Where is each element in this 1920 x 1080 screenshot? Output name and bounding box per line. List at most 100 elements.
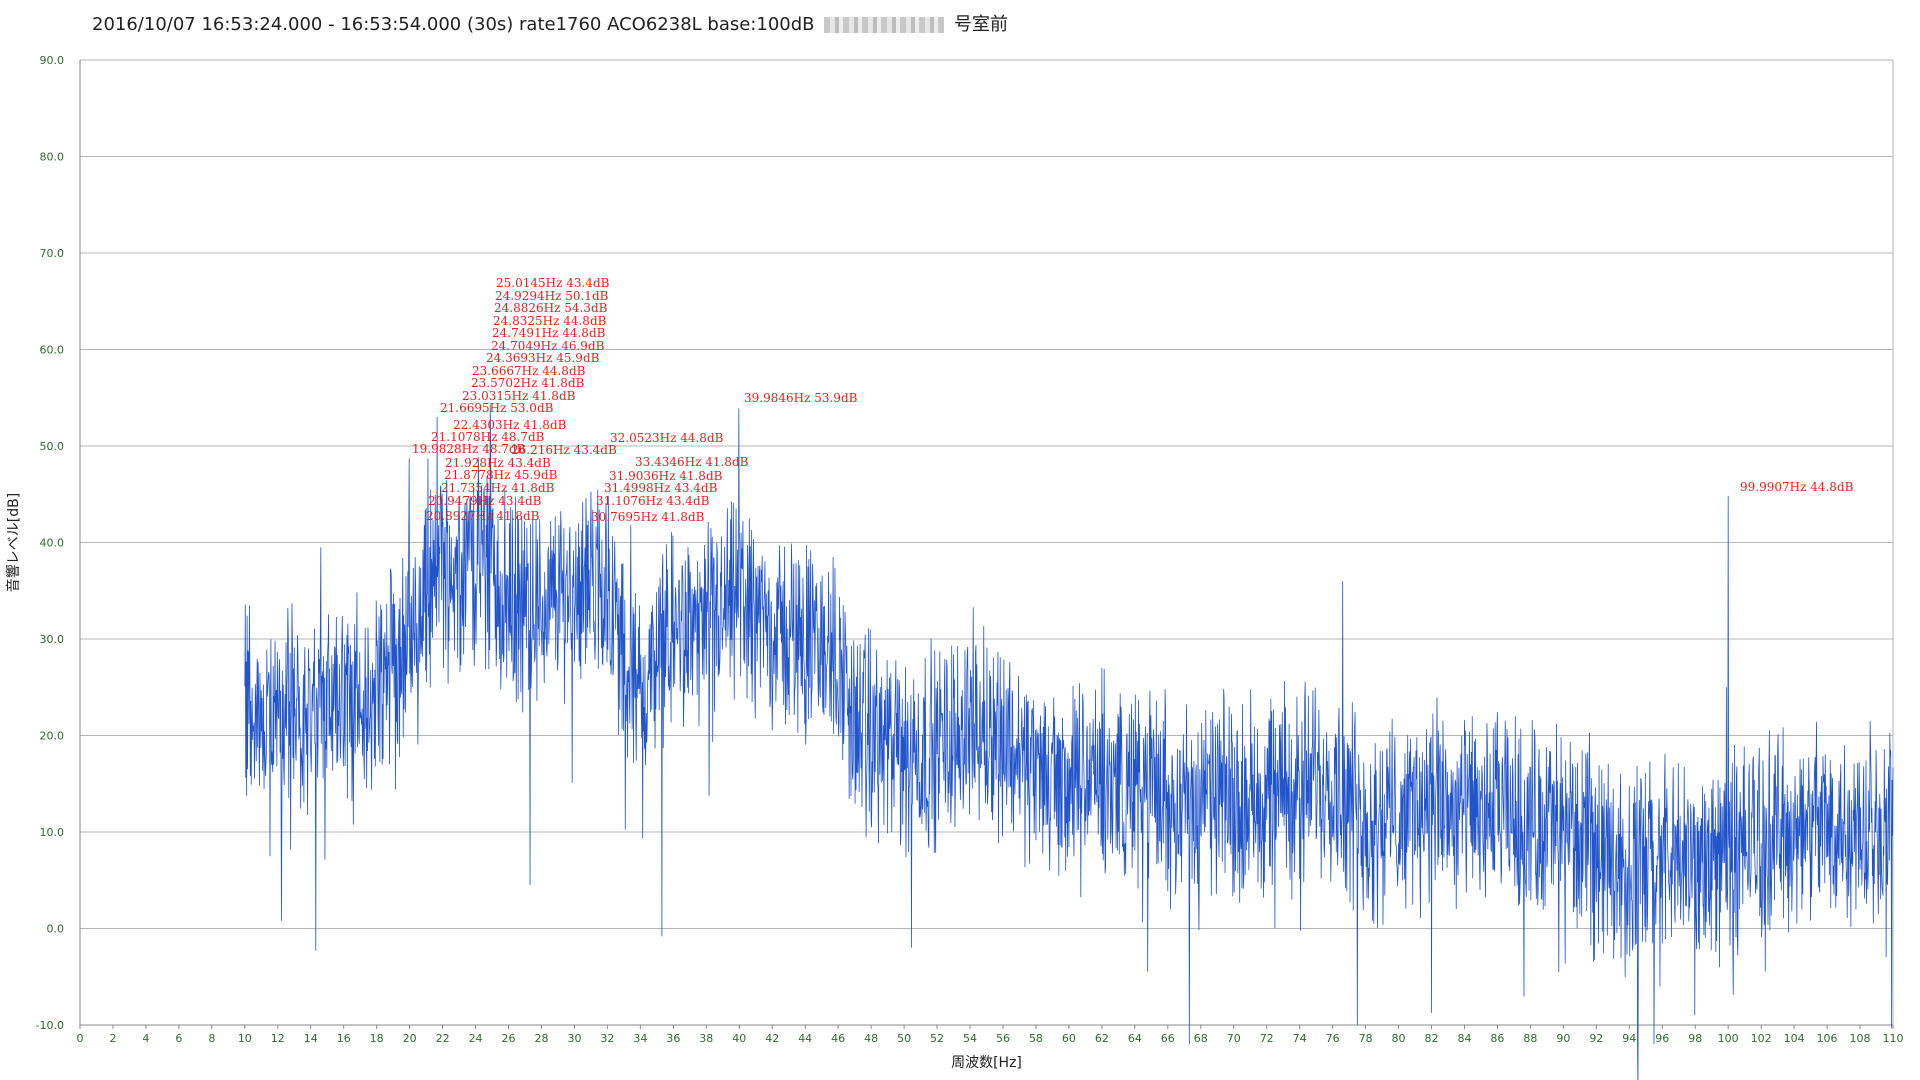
x-tick-label: 106 xyxy=(1817,1032,1838,1045)
x-tick-label: 40 xyxy=(732,1032,746,1045)
y-tick-label: 80.0 xyxy=(40,151,65,164)
peak-annotation: 20.9479Hz 43.4dB xyxy=(428,494,542,508)
peak-annotation: 23.0315Hz 41.8dB xyxy=(462,389,576,403)
peak-annotation: 24.7049Hz 46.9dB xyxy=(491,339,605,353)
x-tick-label: 66 xyxy=(1161,1032,1175,1045)
x-tick-label: 108 xyxy=(1850,1032,1871,1045)
chart-title-suffix: 号室前 xyxy=(953,14,1008,35)
peak-annotation: 30.7695Hz 41.8dB xyxy=(591,510,705,524)
x-tick-label: 64 xyxy=(1128,1032,1142,1045)
x-tick-label: 78 xyxy=(1359,1032,1373,1045)
x-tick-label: 32 xyxy=(600,1032,614,1045)
y-tick-label: 20.0 xyxy=(40,730,65,743)
x-tick-label: 24 xyxy=(469,1032,483,1045)
y-tick-label: 10.0 xyxy=(40,826,65,839)
peak-annotation: 26.216Hz 43.4dB xyxy=(511,443,617,457)
x-tick-label: 82 xyxy=(1425,1032,1439,1045)
x-tick-label: 54 xyxy=(963,1032,977,1045)
y-tick-label: 70.0 xyxy=(40,247,65,260)
x-tick-label: 48 xyxy=(864,1032,878,1045)
x-tick-label: 60 xyxy=(1062,1032,1076,1045)
chart-title-prefix: 2016/10/07 16:53:24.000 - 16:53:54.000 (… xyxy=(92,14,815,35)
peak-annotation: 19.9828Hz 48.7dB xyxy=(412,442,526,456)
x-tick-label: 36 xyxy=(666,1032,680,1045)
redacted-text xyxy=(824,17,945,33)
y-tick-labels: -10.0 0.0 10.0 20.0 30.0 40.0 50.0 60.0 70.0 80.0… xyxy=(36,54,64,1032)
x-tick-label: 44 xyxy=(798,1032,812,1045)
x-tick-label: 22 xyxy=(436,1032,450,1045)
x-tick-label: 102 xyxy=(1751,1032,1772,1045)
peak-annotation: 23.5702Hz 41.8dB xyxy=(471,376,585,390)
x-tick-label: 70 xyxy=(1227,1032,1241,1045)
peak-annotation: 24.7491Hz 44.8dB xyxy=(492,326,606,340)
y-tick-label: -10.0 xyxy=(36,1019,64,1032)
axes xyxy=(79,60,1894,1026)
x-tick-label: 16 xyxy=(337,1032,351,1045)
peak-annotation: 24.3693Hz 45.9dB xyxy=(486,351,600,365)
peak-annotation: 25.0145Hz 43.4dB xyxy=(496,276,610,290)
x-tick-label: 8 xyxy=(208,1032,215,1045)
x-tick-label: 14 xyxy=(304,1032,318,1045)
x-tick-label: 52 xyxy=(930,1032,944,1045)
x-tick-label: 18 xyxy=(370,1032,384,1045)
x-tick-label: 46 xyxy=(831,1032,845,1045)
x-tick-label: 10 xyxy=(238,1032,252,1045)
peak-annotation: 31.4998Hz 43.4dB xyxy=(604,481,718,495)
y-tick-label: 40.0 xyxy=(40,537,65,550)
x-tick-label: 42 xyxy=(765,1032,779,1045)
x-tick-label: 80 xyxy=(1392,1032,1406,1045)
x-tick-label: 28 xyxy=(534,1032,548,1045)
peak-annotation: 99.9907Hz 44.8dB xyxy=(1740,480,1854,494)
x-tick-label: 68 xyxy=(1194,1032,1208,1045)
x-tick-label: 34 xyxy=(633,1032,647,1045)
x-tick-label: 96 xyxy=(1655,1032,1669,1045)
x-tick-label: 20 xyxy=(403,1032,417,1045)
x-tick-label: 98 xyxy=(1688,1032,1702,1045)
x-tick-label: 62 xyxy=(1095,1032,1109,1045)
peak-annotation: 24.9294Hz 50.1dB xyxy=(495,289,609,303)
x-tick-label: 88 xyxy=(1523,1032,1537,1045)
x-tick-label: 94 xyxy=(1622,1032,1636,1045)
x-tick-label: 104 xyxy=(1784,1032,1805,1045)
peak-annotation: 23.6667Hz 44.8dB xyxy=(472,364,586,378)
x-tick-label: 0 xyxy=(77,1032,84,1045)
y-tick-label: 90.0 xyxy=(40,54,65,67)
x-tick-label: 74 xyxy=(1293,1032,1307,1045)
x-tick-label: 90 xyxy=(1556,1032,1570,1045)
x-tick-label: 12 xyxy=(271,1032,285,1045)
peak-annotation: 21.6695Hz 53.0dB xyxy=(440,401,554,415)
peak-annotation: 33.4346Hz 41.8dB xyxy=(635,455,749,469)
x-tick-label: 26 xyxy=(502,1032,516,1045)
x-tick-label: 2 xyxy=(109,1032,116,1045)
x-tick-label: 84 xyxy=(1457,1032,1471,1045)
peak-annotation: 22.4303Hz 41.8dB xyxy=(453,418,567,432)
x-tick-label: 50 xyxy=(897,1032,911,1045)
x-tick-label: 92 xyxy=(1589,1032,1603,1045)
peak-annotation: 20.8927Hz 41.8dB xyxy=(426,509,540,523)
peak-annotation: 21.7354Hz 41.8dB xyxy=(441,481,555,495)
x-axis-label: 周波数[Hz] xyxy=(951,1055,1022,1071)
x-tick-label: 100 xyxy=(1718,1032,1739,1045)
y-axis-label: 音響レベル[dB] xyxy=(5,493,22,592)
peak-annotation: 39.9846Hz 53.9dB xyxy=(744,391,858,405)
peak-annotation: 32.0523Hz 44.8dB xyxy=(610,431,724,445)
peak-annotation: 21.8778Hz 45.9dB xyxy=(444,468,558,482)
y-tick-label: 50.0 xyxy=(40,440,65,453)
y-tick-label: 30.0 xyxy=(40,633,65,646)
x-tick-labels: 0 2 4 6 8 10 12 14 16 18 20 22 24 26 28 30 32 34 36 38 40 42 4… xyxy=(77,1025,1904,1045)
x-tick-label: 4 xyxy=(142,1032,149,1045)
x-tick-label: 58 xyxy=(1029,1032,1043,1045)
series-line xyxy=(244,404,1894,1080)
peak-annotation: 24.8325Hz 44.8dB xyxy=(493,314,607,328)
peak-annotation: 31.9036Hz 41.8dB xyxy=(609,469,723,483)
peak-annotation: 31.1076Hz 43.4dB xyxy=(596,494,710,508)
peak-annotation: 21.1078Hz 48.7dB xyxy=(431,430,545,444)
x-tick-label: 56 xyxy=(996,1032,1010,1045)
chart-title: 2016/10/07 16:53:24.000 - 16:53:54.000 (… xyxy=(0,10,1100,36)
y-tick-label: 0.0 xyxy=(47,923,65,936)
x-tick-label: 110 xyxy=(1883,1032,1904,1045)
x-tick-label: 76 xyxy=(1326,1032,1340,1045)
y-tick-label: 60.0 xyxy=(40,344,65,357)
